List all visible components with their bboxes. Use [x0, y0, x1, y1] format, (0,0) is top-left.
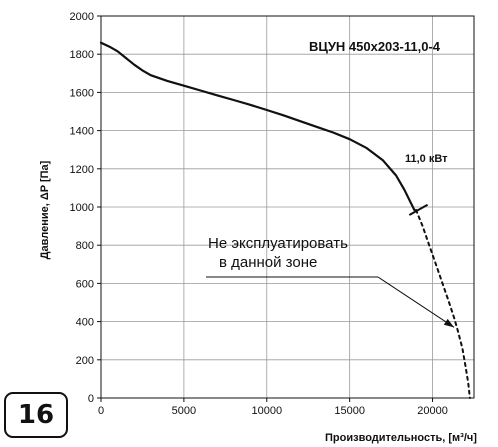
y-tick-label: 600: [76, 278, 94, 290]
y-tick-label: 0: [88, 393, 94, 405]
x-tick-label: 0: [98, 405, 104, 417]
x-tick-label: 15000: [334, 405, 365, 417]
grid: [101, 15, 474, 398]
y-tick-label: 1200: [70, 164, 94, 176]
power-label: 11,0 кВт: [405, 153, 448, 165]
y-tick-label: 1600: [70, 87, 94, 99]
page-number-badge: 16: [4, 392, 68, 438]
y-axis-title: Давление, ΔP [Па]: [39, 160, 51, 259]
restricted-zone-curve: [415, 208, 471, 399]
y-tick-label: 400: [76, 317, 94, 329]
x-tick-label: 5000: [172, 405, 196, 417]
y-tick-label: 800: [76, 240, 94, 252]
note-leader-line: [377, 276, 455, 328]
performance-curve: [99, 41, 416, 211]
x-tick-label: 10000: [251, 405, 282, 417]
y-tick-label: 200: [76, 355, 94, 367]
x-tick-label: 20000: [417, 405, 448, 417]
note-line-2: в данной зоне: [219, 254, 317, 271]
y-tick-label: 1400: [70, 126, 94, 138]
note-line-1: Не эксплуатировать: [208, 235, 348, 252]
chart-title: ВЦУН 450х203-11,0-4: [309, 39, 441, 54]
note-arrowhead: [443, 318, 455, 328]
x-axis-title: Производительность, [м³/ч]: [325, 432, 477, 444]
power-limit-marker: [408, 203, 429, 216]
y-tick-label: 2000: [70, 11, 94, 23]
series: [99, 41, 471, 399]
annotations: ВЦУН 450х203-11,0-4 11,0 кВт Не эксплуат…: [39, 39, 477, 444]
plot-frame: [100, 15, 475, 399]
y-tick-label: 1800: [70, 49, 94, 61]
y-tick-label: 1000: [70, 202, 94, 214]
